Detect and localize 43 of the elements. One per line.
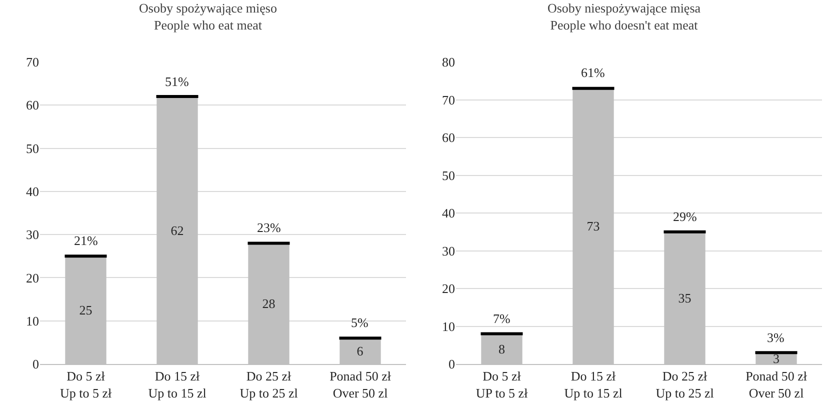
y-tick-label: 30: [442, 243, 455, 258]
y-tick-label: 40: [442, 206, 455, 221]
y-tick-label: 0: [448, 356, 455, 372]
data-label: 62: [170, 222, 184, 238]
y-tick-label: 70: [442, 92, 455, 108]
annotation: 5%: [351, 315, 368, 330]
x-tick-label: Do 25 zł Up to 25 zl: [656, 368, 714, 400]
x-tick-label: Do 15 zł Up to 15 zl: [148, 368, 207, 400]
chart-title: Osoby spożywające mięso People who eat meat: [139, 0, 277, 32]
x-tick-label: Do 5 zł Up to 5 zł: [60, 368, 112, 400]
data-label: 3: [773, 350, 780, 366]
annotation: 61%: [581, 65, 605, 80]
annotation: 23%: [257, 220, 281, 235]
annotation: 21%: [74, 233, 98, 248]
chart-title: Osoby niespożywające mięsa People who doesn't eat meat: [547, 0, 701, 32]
annotation: 7%: [493, 311, 510, 326]
y-tick-label: 0: [32, 356, 39, 372]
x-tick-label: Ponad 50 zł Over 50 zl: [330, 368, 392, 400]
data-label: 28: [262, 296, 276, 312]
x-tick-label: Do 5 zł UP to 5 zł: [476, 368, 528, 400]
y-tick-label: 60: [442, 130, 455, 146]
x-tick-label: Ponad 50 zł Over 50 zl: [746, 368, 808, 400]
y-tick-label: 70: [26, 54, 39, 70]
data-label: 73: [586, 218, 600, 234]
y-tick-label: 30: [26, 227, 39, 242]
data-label: 35: [678, 290, 692, 306]
y-tick-label: 20: [26, 270, 39, 286]
annotation: 3%: [767, 330, 784, 345]
y-tick-label: 60: [26, 98, 39, 113]
y-tick-label: 20: [442, 281, 455, 296]
y-tick-label: 40: [26, 184, 39, 199]
data-label: 25: [79, 302, 92, 318]
y-tick-label: 10: [26, 313, 39, 328]
y-tick-label: 10: [442, 318, 455, 334]
annotation: 51%: [165, 74, 189, 89]
data-label: 8: [498, 341, 505, 356]
annotation: 29%: [673, 209, 697, 224]
y-tick-label: 80: [442, 54, 455, 70]
data-label: 6: [356, 344, 364, 359]
x-tick-label: Do 25 zł Up to 25 zl: [240, 368, 298, 400]
y-tick-label: 50: [26, 140, 39, 156]
x-tick-label: Do 15 zł Up to 15 zl: [564, 368, 623, 400]
y-tick-label: 50: [442, 168, 455, 183]
